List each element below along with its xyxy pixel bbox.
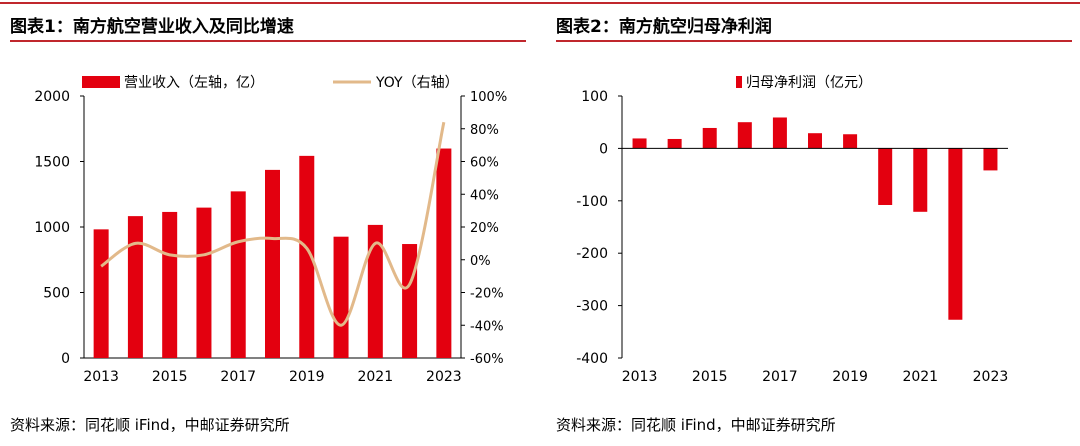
y-right-tick-label: -40% (470, 319, 504, 334)
y-right-tick-label: 60% (470, 156, 499, 171)
revenue-bar (402, 244, 418, 358)
panel1-title-rule (10, 40, 526, 42)
legend-yoy-label: YOY（右轴） (375, 75, 459, 91)
panel2-title-rule (556, 40, 1072, 42)
net-profit-bar (948, 148, 963, 320)
x-tick-label: 2017 (220, 369, 256, 385)
net-profit-chart: -400 -300 -200 -100 0 100 2013 2015 2017 2019 2021… (576, 74, 1009, 385)
legend-revenue-swatch (82, 76, 120, 88)
net-profit-bar (737, 122, 752, 149)
x-tick-label: 2023 (426, 369, 462, 385)
y-tick-label: -300 (576, 299, 608, 315)
y-left-tick-label: 1000 (34, 220, 70, 236)
x-tick-label: 2017 (762, 369, 798, 385)
y-right-tick-label: 40% (470, 188, 499, 203)
revenue-bar (93, 229, 109, 358)
x-tick-label: 2023 (973, 369, 1009, 385)
y-right-tick-label: 0% (470, 254, 491, 269)
y-tick-label: -200 (576, 246, 608, 262)
net-profit-bar (808, 133, 822, 149)
revenue-bar (436, 148, 452, 358)
revenue-bar (196, 207, 212, 358)
y-left-tick-label: 2000 (34, 89, 70, 105)
top-rule (0, 2, 1080, 4)
panel1-source: 资料来源：同花顺 iFind，中邮证券研究所 (10, 416, 290, 434)
legend-swatch (736, 76, 742, 88)
revenue-chart: 0 500 1000 1500 2000 -60% -40% -20% 0% 20% 40% 60% 8… (34, 75, 507, 385)
legend-label: 归母净利润（亿元） (746, 74, 872, 91)
x-tick-label: 2015 (152, 369, 188, 385)
net-profit-bar (667, 138, 682, 149)
x-tick-label: 2019 (289, 369, 325, 385)
revenue-bar (127, 216, 143, 358)
x-tick-label: 2019 (832, 369, 868, 385)
net-profit-bar (983, 148, 998, 171)
panel2-title: 图表2：南方航空归母净利润 (556, 17, 772, 37)
legend-revenue-label: 营业收入（左轴，亿） (124, 75, 264, 91)
net-profit-bar (632, 138, 647, 149)
x-tick-label: 2013 (83, 369, 119, 385)
y-right-tick-label: 100% (470, 90, 507, 105)
net-profit-bar (702, 127, 717, 149)
revenue-bar (230, 191, 246, 358)
y-tick-label: -100 (576, 194, 608, 210)
revenue-bar (299, 155, 315, 358)
x-tick-label: 2021 (902, 369, 938, 385)
x-tick-label: 2013 (622, 369, 658, 385)
yoy-line (100, 121, 446, 327)
net-profit-bar (913, 148, 928, 212)
revenue-bar (333, 236, 349, 358)
y-left-tick-label: 0 (61, 351, 70, 367)
net-profit-bar (843, 134, 858, 149)
revenue-bar (162, 211, 178, 358)
panel2-source: 资料来源：同花顺 iFind，中邮证券研究所 (556, 416, 836, 434)
y-right-tick-label: -60% (470, 352, 504, 367)
y-left-tick-label: 500 (43, 286, 70, 302)
revenue-bar (367, 224, 383, 358)
y-left-tick-label: 1500 (34, 155, 70, 171)
panel1-title: 图表1：南方航空营业收入及同比增速 (10, 17, 294, 37)
y-right-tick-label: 80% (470, 123, 499, 138)
x-tick-label: 2021 (357, 369, 393, 385)
net-profit-bar (878, 148, 893, 205)
y-right-tick-label: 20% (470, 221, 499, 236)
revenue-bar (265, 169, 280, 358)
y-tick-label: 0 (599, 141, 608, 157)
y-tick-label: -400 (576, 351, 608, 367)
net-profit-bar (772, 117, 787, 149)
y-tick-label: 100 (581, 89, 608, 105)
x-tick-label: 2015 (692, 369, 728, 385)
y-right-tick-label: -20% (470, 287, 504, 302)
